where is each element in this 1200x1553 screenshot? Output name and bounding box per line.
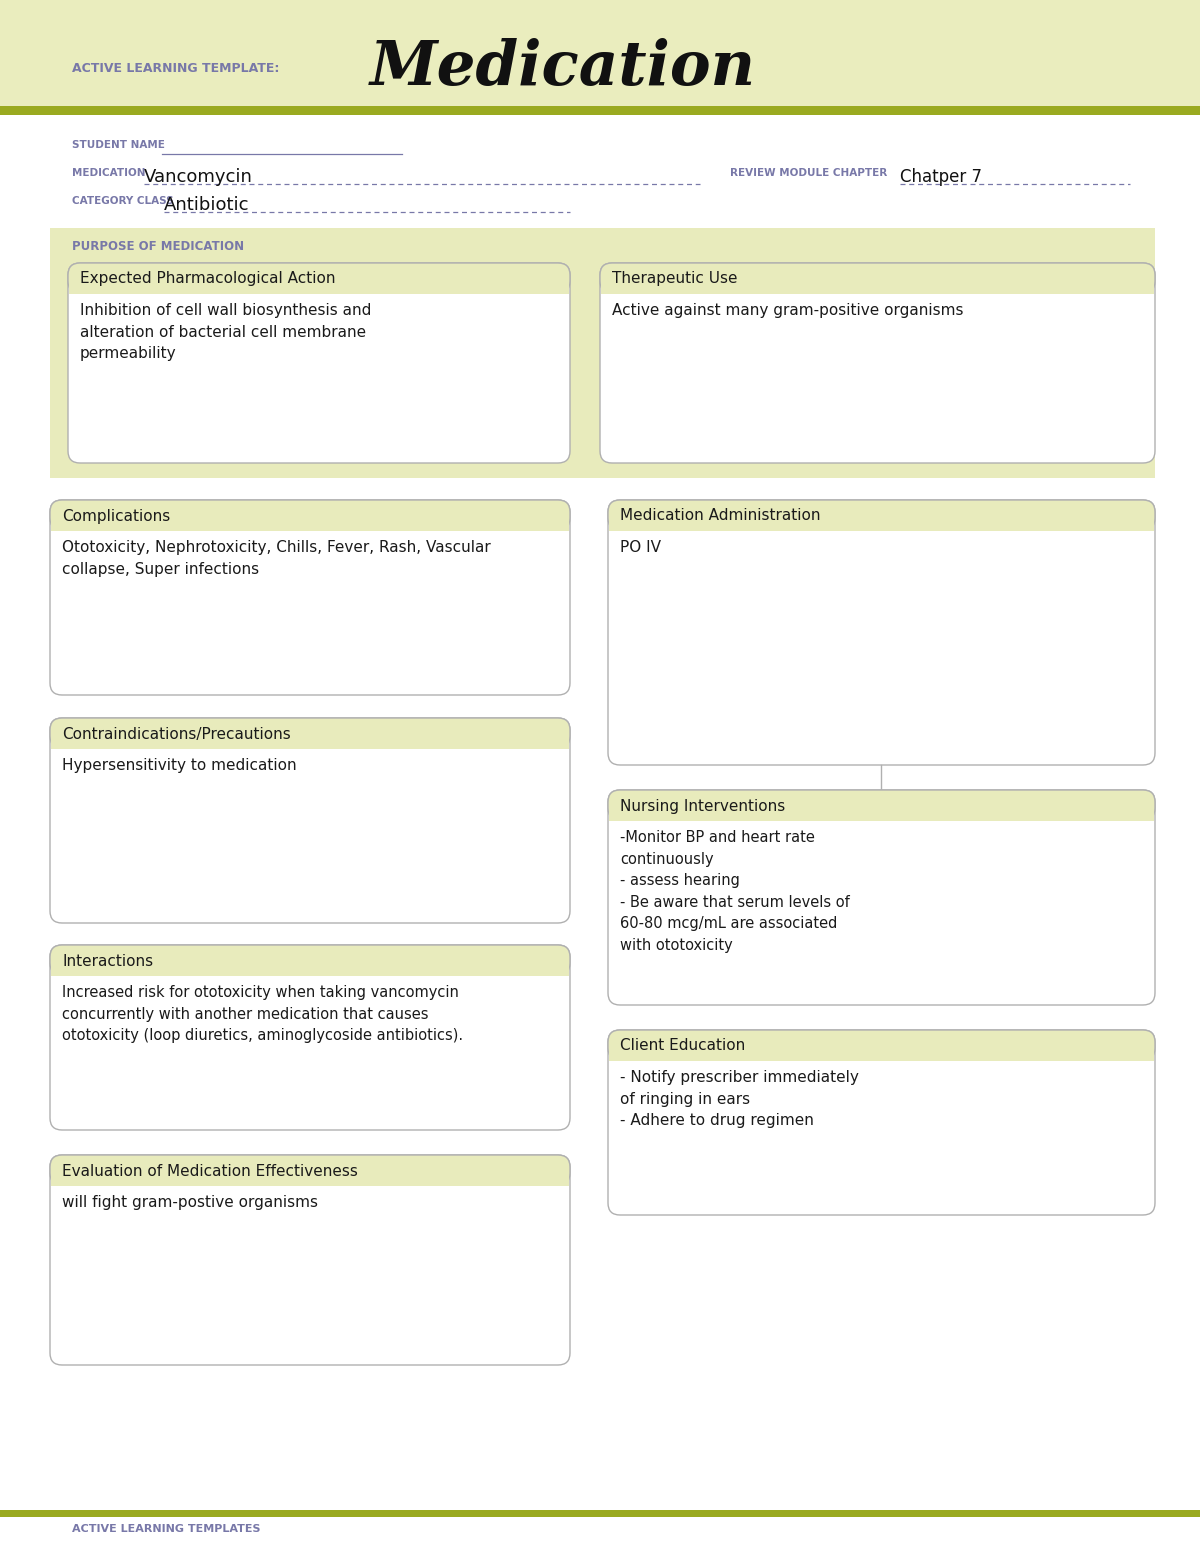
Bar (0, 0, 1200, 115)
Bar (50, 516, 569, 531)
Text: ACTIVE LEARNING TEMPLATE:: ACTIVE LEARNING TEMPLATE: (72, 62, 280, 75)
Text: will fight gram-postive organisms: will fight gram-postive organisms (62, 1194, 318, 1210)
Text: Hypersensitivity to medication: Hypersensitivity to medication (62, 758, 296, 773)
Text: Nursing Interventions: Nursing Interventions (620, 798, 785, 814)
Text: Vancomycin: Vancomycin (144, 168, 253, 186)
Bar (0, 106, 1200, 115)
FancyBboxPatch shape (50, 944, 570, 975)
Bar (50, 1169, 569, 1186)
Bar (50, 228, 1154, 478)
Text: Ototoxicity, Nephrotoxicity, Chills, Fever, Rash, Vascular
collapse, Super infec: Ototoxicity, Nephrotoxicity, Chills, Fev… (62, 540, 491, 576)
Text: Interactions: Interactions (62, 954, 154, 969)
Text: PURPOSE OF MEDICATION: PURPOSE OF MEDICATION (72, 241, 244, 253)
Text: MEDICATION: MEDICATION (72, 168, 145, 179)
Text: REVIEW MODULE CHAPTER: REVIEW MODULE CHAPTER (730, 168, 887, 179)
FancyBboxPatch shape (68, 262, 570, 463)
Text: Active against many gram-positive organisms: Active against many gram-positive organi… (612, 303, 964, 318)
FancyBboxPatch shape (50, 1155, 570, 1185)
Text: CATEGORY CLASS: CATEGORY CLASS (72, 196, 174, 207)
Text: Inhibition of cell wall biosynthesis and
alteration of bacterial cell membrane
p: Inhibition of cell wall biosynthesis and… (80, 303, 371, 362)
Bar (0, 1510, 1200, 1517)
Text: STUDENT NAME: STUDENT NAME (72, 140, 164, 151)
FancyBboxPatch shape (608, 790, 1154, 1005)
FancyBboxPatch shape (608, 500, 1154, 766)
FancyBboxPatch shape (608, 1030, 1154, 1061)
FancyBboxPatch shape (608, 790, 1154, 820)
Text: -Monitor BP and heart rate
continuously
- assess hearing
- Be aware that serum l: -Monitor BP and heart rate continuously … (620, 829, 850, 954)
FancyBboxPatch shape (50, 944, 570, 1131)
FancyBboxPatch shape (608, 1030, 1154, 1214)
Text: - Notify prescriber immediately
of ringing in ears
- Adhere to drug regimen: - Notify prescriber immediately of ringi… (620, 1070, 859, 1127)
FancyBboxPatch shape (50, 717, 570, 922)
Bar (70, 278, 569, 294)
Text: Medication Administration: Medication Administration (620, 508, 821, 523)
Text: Chatper 7: Chatper 7 (900, 168, 982, 186)
Text: Medication: Medication (370, 37, 756, 98)
Text: Client Education: Client Education (620, 1039, 745, 1053)
FancyBboxPatch shape (50, 500, 570, 530)
FancyBboxPatch shape (68, 262, 570, 294)
FancyBboxPatch shape (600, 262, 1154, 463)
FancyBboxPatch shape (50, 500, 570, 696)
Text: Expected Pharmacological Action: Expected Pharmacological Action (80, 272, 336, 286)
Bar (601, 278, 1154, 294)
Text: PO IV: PO IV (620, 540, 661, 554)
Text: Increased risk for ototoxicity when taking vancomycin
concurrently with another : Increased risk for ototoxicity when taki… (62, 985, 463, 1044)
Bar (50, 733, 569, 749)
Bar (50, 960, 569, 975)
FancyBboxPatch shape (50, 1155, 570, 1365)
Text: Evaluation of Medication Effectiveness: Evaluation of Medication Effectiveness (62, 1163, 358, 1179)
Text: Therapeutic Use: Therapeutic Use (612, 272, 738, 286)
Bar (610, 516, 1154, 531)
Text: Contraindications/Precautions: Contraindications/Precautions (62, 727, 290, 741)
Text: ACTIVE LEARNING TEMPLATES: ACTIVE LEARNING TEMPLATES (72, 1523, 260, 1534)
Text: Antibiotic: Antibiotic (164, 196, 250, 214)
FancyBboxPatch shape (600, 262, 1154, 294)
Bar (610, 804, 1154, 822)
Text: Complications: Complications (62, 508, 170, 523)
FancyBboxPatch shape (608, 500, 1154, 530)
FancyBboxPatch shape (50, 717, 570, 749)
Bar (610, 1045, 1154, 1061)
